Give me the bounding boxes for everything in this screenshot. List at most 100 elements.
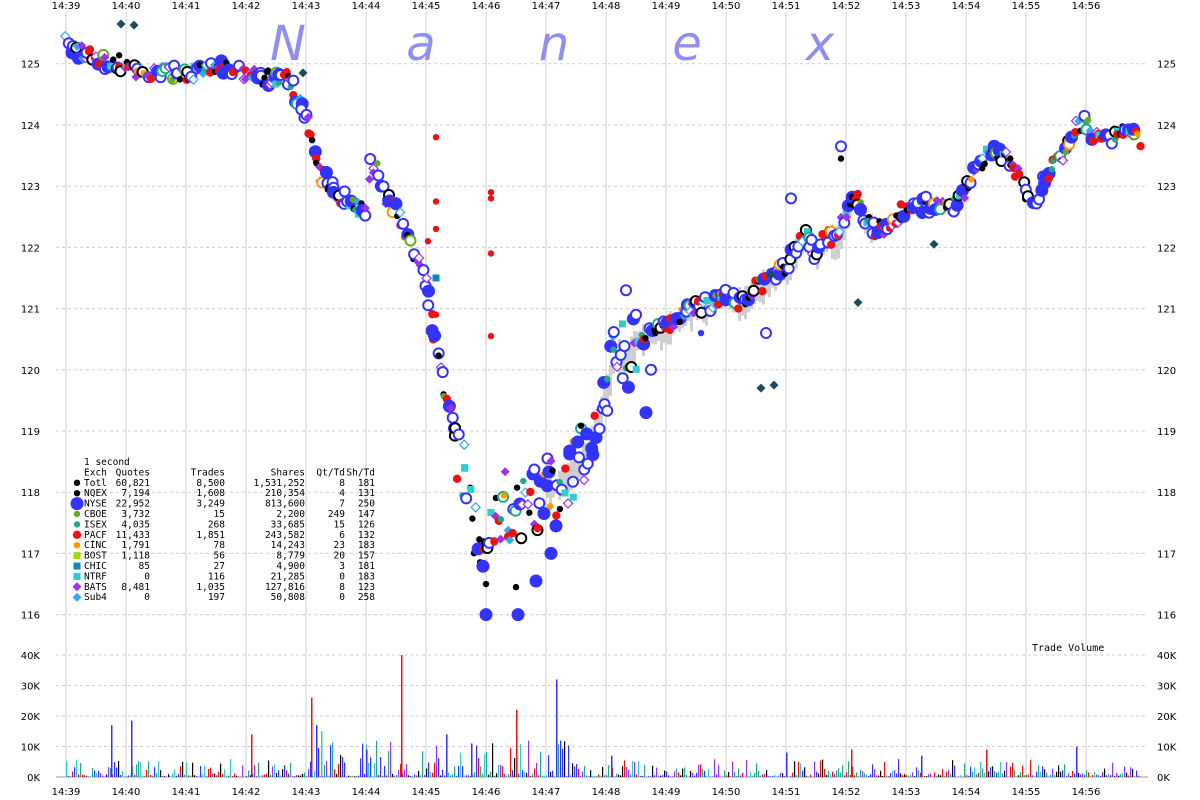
volume-bar xyxy=(674,771,676,777)
trade-marker xyxy=(360,203,370,213)
volume-bar xyxy=(256,776,258,777)
volume-spike xyxy=(251,734,253,777)
y-tick-label-left: 117 xyxy=(21,549,40,560)
axis-labels: 14:39 14:39 14:40 14:40 14:41 14:41 14:42 14:42… xyxy=(21,1,1177,798)
trade-marker xyxy=(897,209,911,223)
trade-marker xyxy=(561,489,569,497)
volume-bar xyxy=(1002,773,1004,777)
volume-bar xyxy=(1054,775,1056,777)
trade-marker xyxy=(578,474,590,486)
y-tick-label-left: 123 xyxy=(21,182,40,193)
trade-marker xyxy=(1136,141,1145,151)
volume-spike xyxy=(611,755,613,777)
volume-bar xyxy=(306,775,308,777)
volume-bar xyxy=(246,776,248,777)
volume-bar xyxy=(68,775,70,777)
volume-bar xyxy=(726,775,728,777)
x-tick-label-top: 14:49 xyxy=(652,1,681,12)
volume-bar xyxy=(886,775,888,777)
legend-cell: 8 xyxy=(339,478,345,489)
volume-bar xyxy=(522,770,524,777)
volume-bar xyxy=(1116,773,1118,777)
volume-bar xyxy=(290,762,292,777)
volume-bar xyxy=(1014,770,1016,777)
volume-bar xyxy=(128,775,130,777)
volume-bar xyxy=(320,776,322,777)
volume-bar xyxy=(694,775,696,777)
volume-bar xyxy=(440,775,442,777)
volume-bar xyxy=(1130,767,1132,777)
volume-bar xyxy=(218,771,220,777)
trade-marker xyxy=(467,485,475,493)
volume-bar xyxy=(298,775,300,777)
volume-bar xyxy=(782,773,784,777)
volume-bar xyxy=(196,776,198,777)
legend-cell: 8,779 xyxy=(276,551,305,562)
x-tick-label-bottom: 14:43 xyxy=(292,787,321,798)
volume-bar xyxy=(510,747,512,777)
trade-marker xyxy=(515,532,528,545)
volume-bar xyxy=(860,769,862,777)
volume-bar xyxy=(132,766,134,777)
volume-spike xyxy=(516,709,518,777)
volume-bar xyxy=(968,775,970,777)
trade-marker xyxy=(417,264,430,277)
x-tick-label-top: 14:53 xyxy=(892,1,921,12)
legend-marker xyxy=(73,552,81,560)
volume-bar xyxy=(1000,761,1002,777)
volume-bar xyxy=(142,775,144,777)
volume-bar xyxy=(400,763,402,777)
volume-bar xyxy=(744,776,746,777)
volume-bar xyxy=(1126,772,1128,777)
x-tick-label-bottom: 14:47 xyxy=(532,787,561,798)
volume-bar xyxy=(654,775,656,777)
volume-bar xyxy=(178,773,180,777)
x-tick-label-bottom: 14:50 xyxy=(712,787,741,798)
volume-bar xyxy=(834,774,836,777)
volume-bar xyxy=(652,765,654,777)
legend-cell: 123 xyxy=(358,582,375,593)
volume-bar xyxy=(552,770,554,777)
volume-bar xyxy=(542,775,544,777)
volume-bar xyxy=(506,775,508,777)
x-tick-label-bottom: 14:39 xyxy=(52,787,81,798)
volume-bar xyxy=(390,741,392,777)
volume-bar xyxy=(940,775,942,777)
volume-bar xyxy=(470,776,472,777)
outlier-trade-marker xyxy=(116,19,126,29)
volume-bar xyxy=(706,776,708,777)
volume-bar xyxy=(582,771,584,777)
outlier-trade-marker xyxy=(511,608,525,622)
volume-bar xyxy=(636,774,638,777)
volume-bar xyxy=(882,775,884,777)
volume-bar xyxy=(220,763,222,777)
volume-bar xyxy=(1072,770,1074,777)
volume-bar xyxy=(102,775,104,777)
trade-marker xyxy=(1084,116,1092,124)
volume-bar xyxy=(186,762,188,777)
legend-cell: 0 xyxy=(144,592,150,603)
outlier-trade-marker xyxy=(479,608,493,622)
legend-cell: CINC xyxy=(84,540,107,551)
volume-bar xyxy=(500,765,502,777)
volume-bar xyxy=(658,775,660,777)
x-tick-label-top: 14:42 xyxy=(232,1,261,12)
trade-marker xyxy=(249,64,259,74)
volume-bar xyxy=(314,770,316,777)
volume-bar xyxy=(628,769,630,777)
trade-marker xyxy=(176,76,184,83)
volume-bar xyxy=(990,767,992,777)
volume-bar xyxy=(772,776,774,777)
legend-cell: 3,732 xyxy=(121,509,150,520)
outlier-trade-marker xyxy=(432,133,440,141)
volume-bar xyxy=(394,775,396,777)
spread-band xyxy=(606,374,609,409)
volume-bar xyxy=(626,767,628,777)
volume-bar xyxy=(292,776,294,777)
outlier-trade-marker xyxy=(620,284,632,297)
volume-bar xyxy=(110,768,112,777)
volume-bar xyxy=(450,775,452,777)
volume-bar xyxy=(1004,770,1006,777)
volume-bar xyxy=(498,764,500,777)
y-tick-label-right: 119 xyxy=(1157,427,1176,438)
